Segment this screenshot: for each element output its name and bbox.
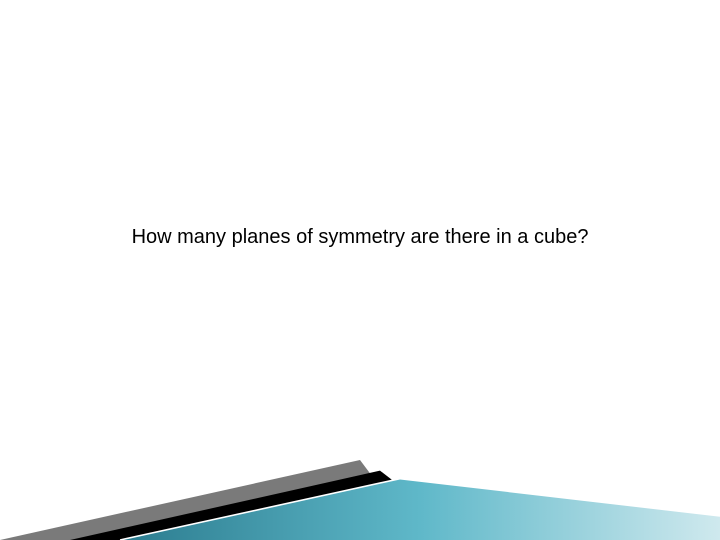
footer-decoration xyxy=(0,460,720,540)
question-text: How many planes of symmetry are there in… xyxy=(0,226,720,249)
